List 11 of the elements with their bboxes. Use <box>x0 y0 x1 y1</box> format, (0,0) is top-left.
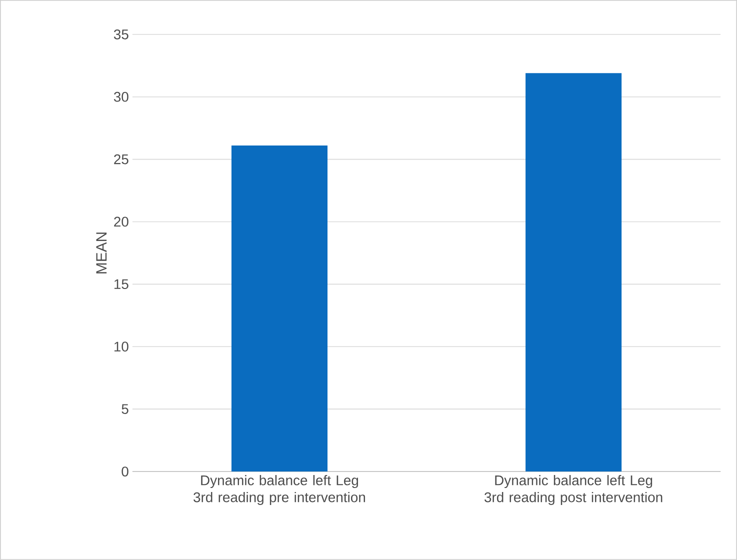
y-axis-title: MEAN <box>96 232 107 274</box>
x-tick-label: Dynamic balance left Leg 3rd reading post intervention <box>484 475 662 506</box>
y-tick-label: 5 <box>122 404 128 414</box>
y-tick-label: 25 <box>114 154 128 164</box>
y-tick-label: 30 <box>114 92 128 102</box>
y-tick-label: 20 <box>114 216 128 227</box>
y-tick-label: 10 <box>114 342 128 352</box>
y-tick-label: 35 <box>114 29 128 40</box>
x-tick-label: Dynamic balance left Leg 3rd reading pre intervention <box>194 475 366 506</box>
y-tick-label: 0 <box>122 466 128 476</box>
y-tick-label: 15 <box>114 279 128 290</box>
